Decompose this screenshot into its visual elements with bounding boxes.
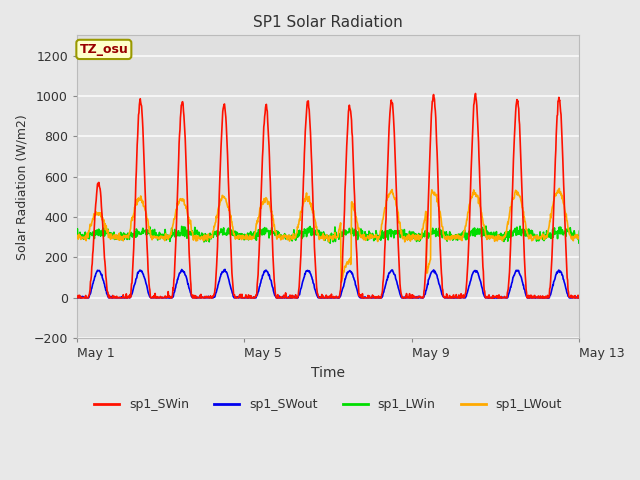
Y-axis label: Solar Radiation (W/m2): Solar Radiation (W/m2) bbox=[15, 114, 28, 260]
X-axis label: Time: Time bbox=[311, 366, 345, 380]
Legend: sp1_SWin, sp1_SWout, sp1_LWin, sp1_LWout: sp1_SWin, sp1_SWout, sp1_LWin, sp1_LWout bbox=[90, 393, 567, 416]
Text: TZ_osu: TZ_osu bbox=[79, 43, 128, 56]
Title: SP1 Solar Radiation: SP1 Solar Radiation bbox=[253, 15, 403, 30]
